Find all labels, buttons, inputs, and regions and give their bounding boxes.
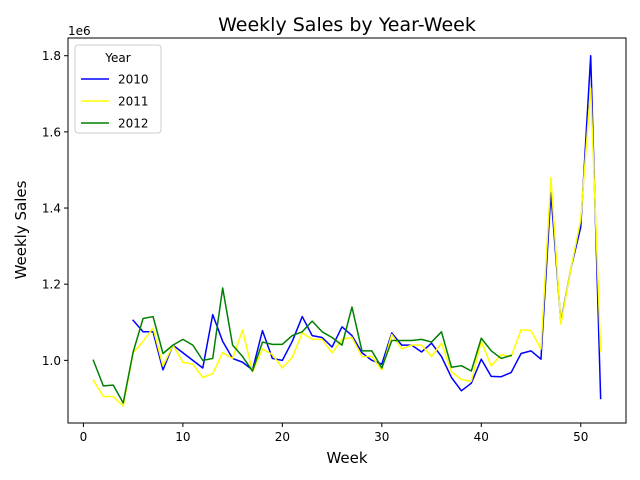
series-line-2010 — [132, 54, 602, 400]
legend-title: Year — [104, 51, 130, 65]
y-axis-label: Weekly Sales — [12, 180, 30, 279]
y-tick-label: 1.2 — [42, 278, 61, 292]
x-axis-label: Week — [326, 449, 367, 467]
legend-box — [74, 44, 162, 134]
x-tick-label: 10 — [175, 430, 190, 444]
y-tick-label: 1.8 — [42, 49, 61, 63]
y-offset-label: 1e6 — [68, 24, 91, 38]
x-tick-label: 30 — [374, 430, 389, 444]
legend-label-2012: 2012 — [118, 117, 149, 131]
x-tick-label: 0 — [80, 430, 88, 444]
chart-title: Weekly Sales by Year-Week — [218, 14, 476, 36]
legend: Year 2010 2011 2012 — [74, 44, 162, 134]
series-layer — [92, 54, 602, 407]
x-tick-label: 50 — [573, 430, 588, 444]
y-tick-label: 1.6 — [42, 125, 61, 139]
legend-label-2010: 2010 — [118, 73, 149, 87]
x-axis: 0 10 20 30 40 50 — [80, 423, 588, 444]
y-tick-label: 1.4 — [42, 202, 61, 216]
x-tick-label: 40 — [474, 430, 489, 444]
series-line-2012 — [92, 287, 513, 404]
series-line-2011 — [92, 87, 602, 407]
plot-frame — [67, 37, 627, 424]
legend-label-2011: 2011 — [118, 95, 149, 109]
y-axis: 1.0 1.2 1.4 1.6 1.8 — [42, 49, 68, 368]
x-tick-label: 20 — [275, 430, 290, 444]
y-tick-label: 1.0 — [42, 354, 61, 368]
